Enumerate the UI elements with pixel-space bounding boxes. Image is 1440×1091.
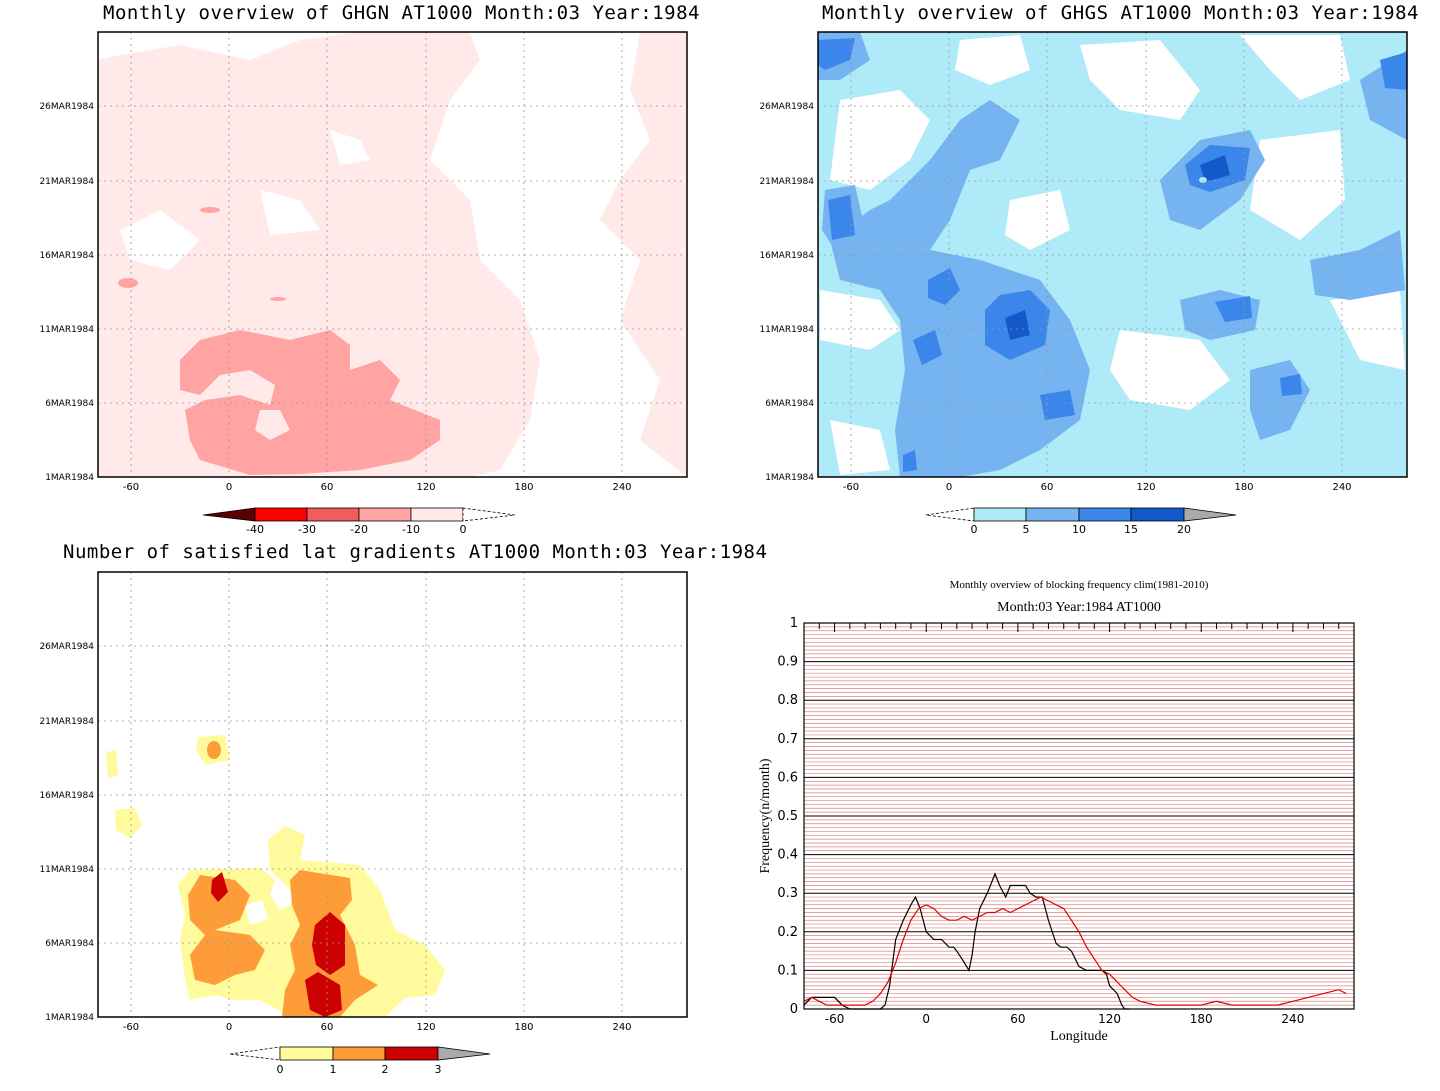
ghgn-cb-label: -40	[246, 523, 264, 536]
line-chart-ytick: 0.2	[777, 925, 798, 940]
ghgn-xtick: 180	[514, 482, 533, 493]
grad-frame	[97, 571, 688, 1018]
line-chart-ytick: 0.7	[777, 732, 798, 747]
line-chart-ytick: 0.6	[777, 770, 798, 785]
ghgn-xtick: 120	[416, 482, 435, 493]
grad-ytick: 16MAR1984	[39, 791, 94, 801]
panel-ghgn-map: 26MAR1984 21MAR1984 16MAR1984 11MAR1984 …	[39, 31, 688, 536]
ghgn-ytick: 1MAR1984	[45, 473, 94, 483]
line-chart-xtick: 120	[1098, 1012, 1121, 1026]
ghgn-xtick: 240	[612, 482, 631, 493]
series-line-black	[803, 872, 1130, 1010]
ghgs-cb-label: 0	[971, 523, 978, 536]
grad-ytick: 21MAR1984	[39, 717, 94, 727]
ghgn-ytick: 16MAR1984	[39, 251, 94, 261]
ghgn-xtick: -60	[123, 482, 139, 493]
grad-xtick: 120	[416, 1022, 435, 1033]
panel-gradients-map: 26MAR1984 21MAR1984 16MAR1984 11MAR1984 …	[39, 571, 688, 1076]
ghgn-grid	[98, 32, 687, 477]
grad-band-2	[188, 875, 265, 985]
ghgs-ytick: 6MAR1984	[765, 399, 814, 409]
line-chart-subtitle: Month:03 Year:1984 AT1000	[997, 600, 1161, 615]
grad-cb-label: 2	[382, 1063, 389, 1076]
ghgn-cb-label: -30	[298, 523, 316, 536]
panel-ghgs-title: Monthly overview of GHGS AT1000 Month:03…	[822, 2, 1419, 24]
grad-xtick: 180	[514, 1022, 533, 1033]
panel-ghgn-title: Monthly overview of GHGN AT1000 Month:03…	[103, 2, 700, 24]
ghgn-xtick: 0	[226, 482, 232, 493]
grad-cb-label: 3	[435, 1063, 442, 1076]
ghgs-ytick: 26MAR1984	[759, 102, 814, 112]
ghgs-ytick: 1MAR1984	[765, 473, 814, 483]
line-chart-xtick: 240	[1281, 1012, 1304, 1026]
line-chart-frame	[803, 622, 1355, 1010]
ghgn-cb-label: 0	[460, 523, 467, 536]
series-line-red	[803, 896, 1347, 1006]
line-chart-xlabel: Longitude	[1050, 1029, 1108, 1044]
ghgs-grid	[818, 32, 1407, 477]
panel-ghgs-map: 26MAR1984 21MAR1984 16MAR1984 11MAR1984 …	[759, 31, 1408, 536]
ghgs-ytick: 11MAR1984	[759, 325, 814, 335]
ghgs-cb-label: 10	[1072, 523, 1086, 536]
ghgn-ytick: 11MAR1984	[39, 325, 94, 335]
ghgs-cb-label: 15	[1124, 523, 1138, 536]
line-chart-xtick: 60	[1010, 1012, 1025, 1026]
panel-gradients-title: Number of satisfied lat gradients AT1000…	[63, 541, 768, 563]
grad-ytick: 26MAR1984	[39, 642, 94, 652]
line-chart-major-grid	[804, 661, 1354, 971]
ghgs-xtick: 240	[1332, 482, 1351, 493]
line-chart-ytick: 0.4	[777, 848, 798, 863]
line-chart-ytick: 0.3	[777, 886, 798, 901]
line-chart-xtick: -60	[825, 1012, 845, 1026]
ghgn-band-dark	[180, 330, 440, 475]
line-chart-ytick: 1	[790, 616, 798, 631]
line-chart-series	[803, 872, 1347, 1010]
ghgn-ytick: 6MAR1984	[45, 399, 94, 409]
ghgs-colorbar	[925, 507, 1237, 522]
ghgs-ytick: 21MAR1984	[759, 177, 814, 187]
line-chart-ytick: 0.9	[777, 655, 798, 670]
ghgs-cb-label: 5	[1023, 523, 1030, 536]
ghgs-ytick: 16MAR1984	[759, 251, 814, 261]
grad-cb-label: 1	[330, 1063, 337, 1076]
ghgs-xtick: 0	[946, 482, 952, 493]
grad-xtick: -60	[123, 1022, 139, 1033]
ghgn-cb-label: -10	[402, 523, 420, 536]
grad-ytick: 11MAR1984	[39, 865, 94, 875]
grad-xtick: 240	[612, 1022, 631, 1033]
ghgs-frame	[817, 31, 1408, 478]
grad-grid	[98, 572, 687, 1017]
line-chart-minor-grid	[804, 626, 1354, 1006]
line-chart-ytick: 0.5	[777, 809, 798, 824]
line-chart-title: Monthly overview of blocking frequency c…	[950, 579, 1209, 591]
ghgn-frame	[97, 31, 688, 478]
ghgn-colorbar	[202, 507, 516, 522]
line-chart-ylabel: Frequency(n/month)	[758, 758, 773, 873]
line-chart-xtick: 180	[1190, 1012, 1213, 1026]
grad-xtick: 60	[321, 1022, 334, 1033]
ghgs-xtick: 180	[1234, 482, 1253, 493]
line-chart-xtick: 0	[922, 1012, 930, 1026]
grad-cb-label: 0	[277, 1063, 284, 1076]
ghgs-band-medium	[830, 100, 1090, 477]
line-chart-ytick: 0.8	[777, 693, 798, 708]
grad-colorbar	[229, 1046, 491, 1061]
ghgs-xtick: -60	[843, 482, 859, 493]
ghgn-cb-label: -20	[350, 523, 368, 536]
grad-xtick: 0	[226, 1022, 232, 1033]
ghgn-xtick: 60	[321, 482, 334, 493]
line-chart-ytick: 0	[790, 1002, 798, 1017]
ghgn-ytick: 21MAR1984	[39, 177, 94, 187]
grad-band-3	[312, 912, 345, 975]
ghgs-xtick: 60	[1041, 482, 1054, 493]
line-chart-ytick: 0.1	[777, 963, 798, 978]
grad-ytick: 6MAR1984	[45, 939, 94, 949]
ghgn-ytick: 26MAR1984	[39, 102, 94, 112]
grad-ytick: 1MAR1984	[45, 1013, 94, 1023]
ghgs-xtick: 120	[1136, 482, 1155, 493]
ghgs-cb-label: 20	[1177, 523, 1191, 536]
